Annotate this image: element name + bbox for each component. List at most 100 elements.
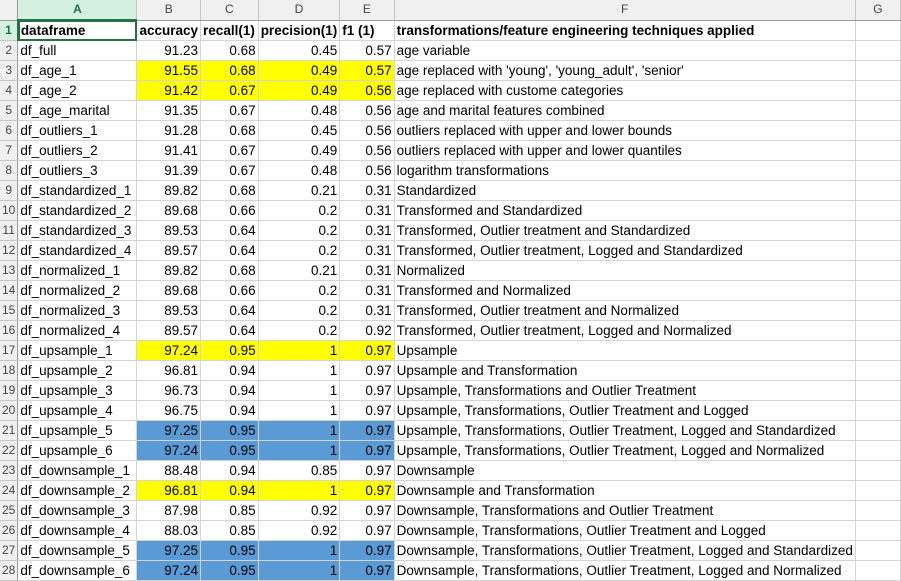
cell-transformations[interactable]: Upsample, Transformations, Outlier Treat… <box>394 440 856 461</box>
cell-g[interactable] <box>855 320 901 341</box>
cell-dataframe[interactable]: df_upsample_2 <box>17 360 138 381</box>
row-number[interactable]: 16 <box>0 320 19 341</box>
cell-recall[interactable]: 0.95 <box>200 420 259 441</box>
cell-precision[interactable]: 0.48 <box>258 100 341 121</box>
cell-recall[interactable]: 0.94 <box>200 460 259 481</box>
cell-dataframe[interactable]: df_upsample_4 <box>17 400 138 421</box>
cell-g-header[interactable] <box>855 20 901 41</box>
cell-transformations[interactable]: outliers replaced with upper and lower q… <box>394 140 856 161</box>
cell-transformations[interactable]: Downsample, Transformations, Outlier Tre… <box>394 520 856 541</box>
cell-transformations[interactable]: Downsample, Transformations, Outlier Tre… <box>394 540 856 561</box>
cell-dataframe[interactable]: df_downsample_5 <box>17 540 138 561</box>
cell-dataframe[interactable]: df_standardized_1 <box>17 180 138 201</box>
cell-transformations[interactable]: logarithm transformations <box>394 160 856 181</box>
cell-g[interactable] <box>855 120 901 141</box>
cell-precision[interactable]: 0.92 <box>258 520 341 541</box>
cell-g[interactable] <box>855 340 901 361</box>
column-header-d[interactable]: D <box>258 0 341 21</box>
cell-transformations[interactable]: age and marital features combined <box>394 100 856 121</box>
column-header-g[interactable]: G <box>855 0 901 21</box>
cell-recall[interactable]: 0.94 <box>200 360 259 381</box>
row-number[interactable]: 3 <box>0 60 19 81</box>
cell-g[interactable] <box>855 540 901 561</box>
cell-accuracy[interactable]: 97.24 <box>136 560 202 581</box>
cell-accuracy[interactable]: 89.57 <box>136 320 202 341</box>
column-header-a[interactable]: A <box>17 0 138 21</box>
cell-f1[interactable]: 0.31 <box>339 220 395 241</box>
cell-transformations[interactable]: Transformed and Standardized <box>394 200 856 221</box>
cell-recall[interactable]: 0.68 <box>200 120 259 141</box>
cell-dataframe[interactable]: df_normalized_1 <box>17 260 138 281</box>
cell-dataframe[interactable]: df_downsample_2 <box>17 480 138 501</box>
cell-recall[interactable]: 0.94 <box>200 480 259 501</box>
row-number[interactable]: 25 <box>0 500 19 521</box>
cell-dataframe[interactable]: df_standardized_2 <box>17 200 138 221</box>
cell-f1[interactable]: 0.31 <box>339 280 395 301</box>
row-number[interactable]: 14 <box>0 280 19 301</box>
row-number[interactable]: 10 <box>0 200 19 221</box>
cell-dataframe[interactable]: df_standardized_3 <box>17 220 138 241</box>
cell-accuracy[interactable]: 88.48 <box>136 460 202 481</box>
cell-f1[interactable]: 0.31 <box>339 260 395 281</box>
cell-f1[interactable]: 0.97 <box>339 500 395 521</box>
cell-precision[interactable]: 1 <box>258 380 341 401</box>
cell-recall[interactable]: 0.67 <box>200 80 259 101</box>
cell-dataframe[interactable]: df_downsample_6 <box>17 560 138 581</box>
cell-recall[interactable]: 0.68 <box>200 260 259 281</box>
cell-transformations[interactable]: Upsample <box>394 340 856 361</box>
cell-dataframe[interactable]: df_upsample_6 <box>17 440 138 461</box>
cell-g[interactable] <box>855 500 901 521</box>
cell-accuracy[interactable]: 89.82 <box>136 260 202 281</box>
cell-precision[interactable]: 0.2 <box>258 220 341 241</box>
cell-transformations[interactable]: age replaced with 'young', 'young_adult'… <box>394 60 856 81</box>
cell-precision[interactable]: 1 <box>258 440 341 461</box>
cell-dataframe[interactable]: df_outliers_2 <box>17 140 138 161</box>
cell-accuracy[interactable]: 97.24 <box>136 440 202 461</box>
row-number[interactable]: 5 <box>0 100 19 121</box>
cell-transformations[interactable]: Downsample and Transformation <box>394 480 856 501</box>
cell-f1[interactable]: 0.31 <box>339 300 395 321</box>
cell-accuracy[interactable]: 89.53 <box>136 220 202 241</box>
cell-transformations[interactable]: age replaced with custome categories <box>394 80 856 101</box>
cell-f1[interactable]: 0.56 <box>339 140 395 161</box>
row-number[interactable]: 6 <box>0 120 19 141</box>
cell-f1[interactable]: 0.57 <box>339 60 395 81</box>
row-number[interactable]: 19 <box>0 380 19 401</box>
cell-dataframe[interactable]: df_downsample_1 <box>17 460 138 481</box>
cell-g[interactable] <box>855 140 901 161</box>
cell-f1[interactable]: 0.97 <box>339 440 395 461</box>
cell-f1-header[interactable]: f1 (1) <box>339 20 395 41</box>
cell-accuracy[interactable]: 91.55 <box>136 60 202 81</box>
cell-accuracy-header[interactable]: accuracy <box>136 20 202 41</box>
cell-precision[interactable]: 0.48 <box>258 160 341 181</box>
row-number[interactable]: 1 <box>0 20 19 41</box>
cell-precision[interactable]: 1 <box>258 360 341 381</box>
cell-dataframe[interactable]: df_upsample_5 <box>17 420 138 441</box>
cell-recall[interactable]: 0.95 <box>200 340 259 361</box>
cell-f1[interactable]: 0.97 <box>339 360 395 381</box>
cell-dataframe[interactable]: df_age_marital <box>17 100 138 121</box>
cell-precision[interactable]: 0.49 <box>258 140 341 161</box>
cell-transformations[interactable]: Standardized <box>394 180 856 201</box>
cell-dataframe[interactable]: df_standardized_4 <box>17 240 138 261</box>
cell-precision[interactable]: 0.21 <box>258 180 341 201</box>
row-number[interactable]: 27 <box>0 540 19 561</box>
cell-accuracy[interactable]: 91.35 <box>136 100 202 121</box>
cell-transformations[interactable]: Downsample, Transformations, Outlier Tre… <box>394 560 856 581</box>
cell-accuracy[interactable]: 88.03 <box>136 520 202 541</box>
cell-recall[interactable]: 0.95 <box>200 440 259 461</box>
row-number[interactable]: 15 <box>0 300 19 321</box>
cell-recall[interactable]: 0.64 <box>200 300 259 321</box>
cell-dataframe[interactable]: df_normalized_3 <box>17 300 138 321</box>
cell-f1[interactable]: 0.97 <box>339 380 395 401</box>
column-header-c[interactable]: C <box>200 0 259 21</box>
cell-accuracy[interactable]: 97.24 <box>136 340 202 361</box>
cell-accuracy[interactable]: 89.57 <box>136 240 202 261</box>
cell-g[interactable] <box>855 380 901 401</box>
row-number[interactable]: 21 <box>0 420 19 441</box>
cell-accuracy[interactable]: 91.39 <box>136 160 202 181</box>
row-number[interactable]: 2 <box>0 40 19 61</box>
cell-transformations[interactable]: Upsample, Transformations, Outlier Treat… <box>394 420 856 441</box>
cell-precision[interactable]: 0.2 <box>258 280 341 301</box>
cell-recall[interactable]: 0.66 <box>200 200 259 221</box>
